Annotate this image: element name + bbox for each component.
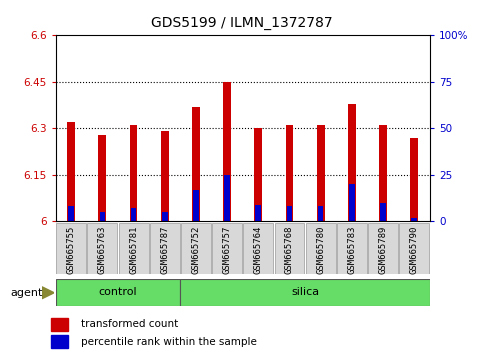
Bar [223,82,231,221]
Text: GSM665780: GSM665780 [316,225,325,274]
Bar [99,135,106,221]
Text: GSM665755: GSM665755 [67,225,76,274]
FancyBboxPatch shape [180,279,430,306]
Text: GSM665768: GSM665768 [285,225,294,274]
Text: control: control [99,287,137,297]
FancyBboxPatch shape [243,223,273,274]
Bar [285,125,293,221]
FancyBboxPatch shape [150,223,180,274]
Bar [131,208,136,221]
Bar [67,122,75,221]
Bar [412,217,417,221]
Text: GSM665789: GSM665789 [379,225,387,274]
FancyBboxPatch shape [368,223,398,274]
FancyBboxPatch shape [118,223,148,274]
Bar [51,318,69,331]
Bar [224,175,230,221]
Text: GSM665783: GSM665783 [347,225,356,274]
FancyBboxPatch shape [337,223,367,274]
Bar [192,107,200,221]
FancyBboxPatch shape [181,223,211,274]
Text: GSM665757: GSM665757 [223,225,232,274]
Polygon shape [42,287,54,299]
FancyBboxPatch shape [56,223,86,274]
Bar [349,184,355,221]
Text: percentile rank within the sample: percentile rank within the sample [81,337,257,347]
Text: GSM665787: GSM665787 [160,225,169,274]
Text: silica: silica [291,287,319,297]
Bar [317,125,325,221]
Text: GSM665752: GSM665752 [191,225,200,274]
Bar [255,128,262,221]
Bar [287,206,292,221]
Bar [380,202,386,221]
FancyBboxPatch shape [399,223,429,274]
Bar [129,125,138,221]
Bar [162,212,168,221]
Bar [348,103,356,221]
Text: GSM665764: GSM665764 [254,225,263,274]
FancyBboxPatch shape [56,279,180,306]
Text: GDS5199 / ILMN_1372787: GDS5199 / ILMN_1372787 [151,16,332,30]
Bar [318,206,324,221]
Bar [411,138,418,221]
Bar [256,205,261,221]
Bar [161,131,169,221]
FancyBboxPatch shape [306,223,336,274]
Bar [379,125,387,221]
FancyBboxPatch shape [212,223,242,274]
Text: GSM665790: GSM665790 [410,225,419,274]
FancyBboxPatch shape [274,223,304,274]
Text: GSM665781: GSM665781 [129,225,138,274]
FancyBboxPatch shape [87,223,117,274]
Bar [193,190,199,221]
Text: agent: agent [11,288,43,298]
Bar [51,335,69,348]
Text: GSM665763: GSM665763 [98,225,107,274]
Bar [99,212,105,221]
Text: transformed count: transformed count [81,319,178,329]
Bar [68,206,74,221]
